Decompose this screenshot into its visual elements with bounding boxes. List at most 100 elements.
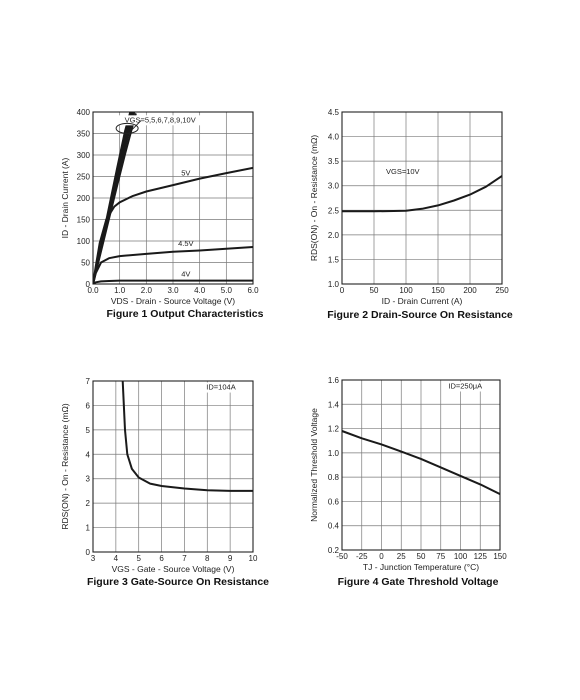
series-group — [93, 112, 253, 284]
y-tick-label: 4.5 — [328, 108, 340, 117]
y-tick-label: 1.2 — [328, 425, 340, 434]
y-tick-label: 4.0 — [328, 133, 340, 142]
y-tick-label: 0.4 — [328, 522, 340, 531]
y-tick-label: 300 — [77, 151, 91, 160]
x-axis-label: ID - Drain Current (A) — [382, 296, 463, 306]
figure-caption: Figure 4 Gate Threshold Voltage — [338, 576, 499, 588]
series-line — [342, 174, 502, 213]
y-tick-label: 350 — [77, 130, 91, 139]
curve-group-ellipse — [115, 122, 139, 134]
chart-svg: 0.0 1.0 2.0 3.0 4.0 5.0 6.0 0 50 100 150 200 250 300 3… — [60, 108, 264, 320]
plot-frame — [341, 111, 503, 285]
grid — [92, 111, 254, 285]
x-axis-label: TJ - Junction Temperature (°C) — [363, 562, 479, 572]
y-tick-label: 200 — [77, 194, 91, 203]
y-tick-label: 250 — [77, 173, 91, 182]
y-tick-label: 3 — [86, 475, 91, 484]
y-axis-label: ID - Drain Current (A) — [60, 157, 70, 238]
x-tick-label: 6 — [159, 554, 164, 563]
y-tick-label: 50 — [81, 259, 90, 268]
x-axis-label: VDS - Drain - Source Voltage (V) — [111, 296, 235, 306]
series-group — [121, 381, 253, 492]
y-tick-label: 4 — [86, 450, 91, 459]
annotation-background — [202, 382, 240, 393]
x-tick-label: 3.0 — [167, 286, 179, 295]
x-tick-label: 5.0 — [221, 286, 233, 295]
y-tick-label: 150 — [77, 216, 91, 225]
grid — [341, 111, 503, 285]
annotation-label: ID=250μA — [448, 382, 482, 391]
y-tick-label: 2.5 — [328, 206, 340, 215]
y-tick-label: 5 — [86, 426, 91, 435]
y-tick-label: 6 — [86, 401, 91, 410]
x-tick-label: 150 — [431, 286, 445, 295]
y-tick-label: 400 — [77, 108, 91, 117]
x-tick-label: 0 — [379, 552, 384, 561]
x-tick-label: 5 — [136, 554, 141, 563]
y-tick-label: 1.5 — [328, 255, 340, 264]
y-axis-label: RDS(ON) - On - Resistance (mΩ) — [60, 403, 70, 529]
y-tick-label: 1.6 — [328, 376, 340, 385]
annotation-background — [116, 115, 205, 126]
annotation-label: 4.5V — [178, 239, 193, 248]
x-tick-label: 0.0 — [87, 286, 99, 295]
series-group — [342, 430, 500, 496]
x-tick-label: 1.0 — [114, 286, 126, 295]
y-axis-label: Normalized Threshold Voltage — [309, 408, 319, 522]
y-tick-label: 1.4 — [328, 400, 340, 409]
series-line — [121, 381, 253, 492]
series-group — [342, 174, 502, 213]
plot-frame — [341, 379, 501, 551]
x-tick-label: 9 — [228, 554, 233, 563]
annotation-label: ID=104A — [206, 383, 235, 392]
series-line — [342, 430, 500, 496]
x-tick-label: 7 — [182, 554, 187, 563]
y-tick-label: 100 — [77, 237, 91, 246]
annotation-label: VGS=5,5,6,7,8,9,10V — [125, 115, 196, 124]
annotation-label: 4V — [181, 269, 190, 278]
series-line — [93, 113, 137, 284]
chart-svg: -50 -25 0 25 50 75 100 125 150 0.2 0.4 0.6 0.8 1.0 1.2… — [309, 376, 507, 588]
x-axis-label: VGS - Gate - Source Voltage (V) — [112, 564, 235, 574]
y-tick-label: 2 — [86, 499, 91, 508]
x-tick-label: 10 — [249, 554, 258, 563]
x-tick-label: 3 — [91, 554, 96, 563]
y-tick-label: 1.0 — [328, 449, 340, 458]
plot-frame — [92, 380, 254, 553]
x-tick-label: 100 — [454, 552, 468, 561]
annotation-arrow — [131, 120, 142, 131]
figure-4-gate-threshold-voltage: -50 -25 0 25 50 75 100 125 150 0.2 0.4 0.6 0.8 1.0 1.2… — [290, 370, 580, 600]
x-tick-label: -50 — [336, 552, 348, 561]
x-tick-label: 6.0 — [247, 286, 259, 295]
x-tick-label: 0 — [340, 286, 345, 295]
y-tick-label: 1.0 — [328, 280, 340, 289]
x-tick-label: -25 — [356, 552, 368, 561]
y-tick-label: 0 — [86, 280, 91, 289]
y-tick-label: 0 — [86, 548, 91, 557]
x-tick-label: 8 — [205, 554, 210, 563]
annotation-label: VGS=10V — [386, 167, 420, 176]
figure-caption: Figure 1 Output Characteristics — [107, 308, 264, 320]
x-tick-label: 50 — [417, 552, 426, 561]
x-tick-label: 150 — [493, 552, 507, 561]
y-tick-label: 1 — [86, 524, 91, 533]
y-tick-label: 0.6 — [328, 497, 340, 506]
y-tick-label: 3.5 — [328, 157, 340, 166]
x-tick-label: 50 — [370, 286, 379, 295]
figure-2-drain-source-on-resistance: 0 50 100 150 200 250 1.0 1.5 2.0 2.5 3.0 3.5 4.0 4.5 I… — [290, 100, 580, 330]
x-tick-label: 125 — [474, 552, 488, 561]
series-line — [93, 166, 253, 284]
series-line — [93, 246, 253, 284]
x-tick-label: 75 — [436, 552, 445, 561]
x-tick-label: 200 — [463, 286, 477, 295]
grid — [341, 379, 501, 551]
series-line — [93, 279, 253, 284]
x-tick-label: 4 — [114, 554, 119, 563]
x-tick-label: 25 — [397, 552, 406, 561]
y-tick-label: 3.0 — [328, 182, 340, 191]
figure-caption: Figure 3 Gate-Source On Resistance — [87, 576, 269, 588]
y-tick-label: 0.2 — [328, 546, 340, 555]
figure-3-gate-source-on-resistance: 3 4 5 6 7 8 9 10 0 1 2 3 4 5 6 7 VGS - Gate - Source Vol… — [0, 370, 290, 600]
x-tick-label: 250 — [495, 286, 509, 295]
